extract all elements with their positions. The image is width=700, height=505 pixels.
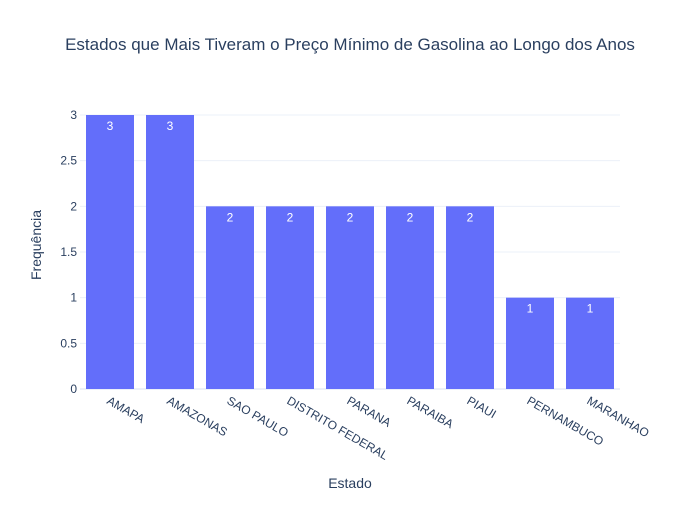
x-tick-label: AMAPA (105, 393, 148, 426)
y-tick-label: 0 (70, 382, 77, 396)
bar-value-label: 2 (467, 210, 474, 224)
bar (326, 206, 374, 389)
bar-value-label: 1 (587, 302, 594, 316)
bar-value-label: 1 (527, 302, 534, 316)
bar (146, 115, 194, 389)
bar (446, 206, 494, 389)
data-labels: 3 3 2 2 2 2 2 1 1 (107, 119, 594, 316)
bar-value-label: 3 (167, 119, 174, 133)
y-tick-label: 2 (70, 199, 77, 213)
bar (86, 115, 134, 389)
bar (386, 206, 434, 389)
x-tick-label: DISTRITO FEDERAL (285, 393, 391, 463)
y-axis-title: Frequência (28, 210, 44, 280)
x-tick-label: SAO PAULO (225, 393, 291, 439)
y-tick-label: 1 (70, 291, 77, 305)
bars (86, 115, 614, 389)
y-tick-label: 2.5 (60, 154, 77, 168)
bar (206, 206, 254, 389)
bar (566, 297, 614, 389)
bar-value-label: 2 (227, 210, 234, 224)
x-tick-label: PARAIBA (405, 393, 456, 431)
bar (506, 297, 554, 389)
bar-value-label: 2 (287, 210, 294, 224)
bar-value-label: 3 (107, 119, 114, 133)
bar-value-label: 2 (407, 210, 414, 224)
y-axis-ticks: 0 0.5 1 1.5 2 2.5 3 (60, 108, 77, 396)
x-tick-label: PARANA (345, 393, 394, 429)
bar-value-label: 2 (347, 210, 354, 224)
bar (266, 206, 314, 389)
y-tick-label: 1.5 (60, 245, 77, 259)
x-tick-label: AMAZONAS (165, 393, 230, 439)
x-axis-title: Estado (328, 475, 372, 491)
chart-title: Estados que Mais Tiveram o Preço Mínimo … (65, 35, 635, 54)
x-tick-label: PIAUI (465, 393, 499, 421)
y-tick-label: 3 (70, 108, 77, 122)
y-tick-label: 0.5 (60, 336, 77, 350)
